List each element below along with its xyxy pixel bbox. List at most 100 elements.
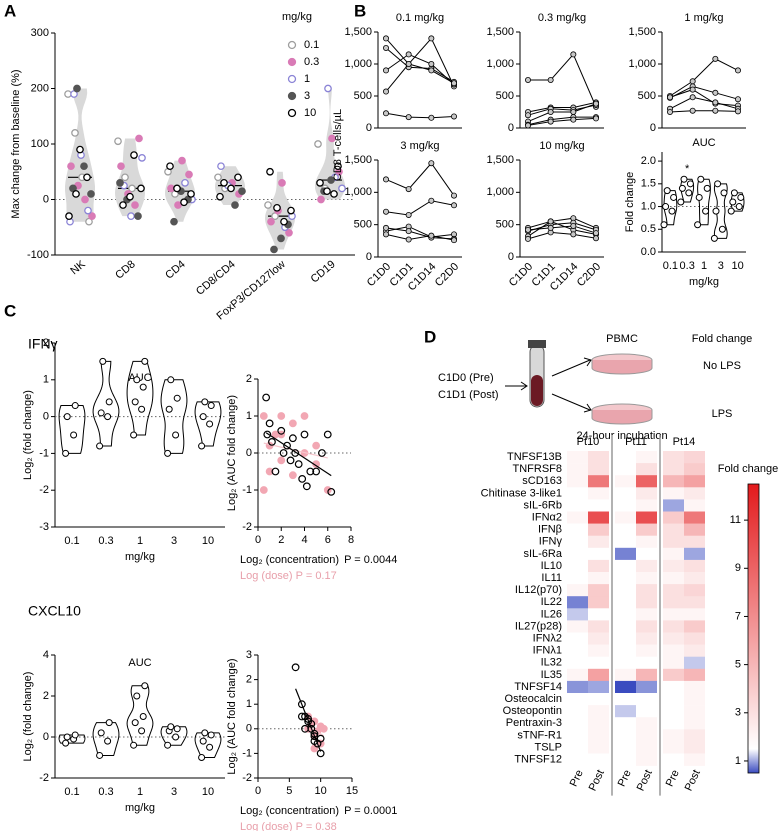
data-point — [405, 236, 412, 243]
data-point — [735, 67, 742, 74]
heatmap-cell — [663, 753, 684, 766]
data-point — [279, 449, 288, 457]
y-tick-label: 1,500 — [486, 26, 514, 38]
y-tick-label: 500 — [354, 90, 372, 102]
data-point — [270, 245, 278, 254]
data-point — [667, 109, 674, 116]
y-tick-label: 200 — [31, 82, 49, 94]
data-point — [312, 467, 321, 476]
heatmap-cell — [663, 717, 684, 730]
data-point — [133, 692, 141, 700]
heatmap-cell — [636, 511, 657, 524]
data-point — [667, 94, 674, 101]
heatmap-cell — [636, 644, 657, 657]
heatmap-cell — [615, 463, 636, 476]
data-point — [689, 86, 696, 93]
data-point — [735, 108, 742, 115]
heatmap-cell — [588, 753, 609, 766]
heatmap-cell — [636, 523, 657, 536]
data-point — [83, 173, 91, 182]
heatmap-cell — [663, 680, 684, 694]
heatmap-cell — [663, 741, 684, 754]
row-label: IFNα2 — [532, 511, 562, 523]
data-point — [72, 190, 80, 198]
data-point — [131, 398, 139, 406]
data-point — [428, 160, 435, 167]
y-tick-label: 0.0 — [641, 246, 656, 258]
violin — [115, 138, 145, 217]
series-line — [385, 200, 455, 216]
data-point — [199, 737, 207, 745]
y-tick-label: 4 — [43, 649, 49, 661]
tube-cap — [528, 340, 546, 348]
column-label: Pre — [616, 768, 634, 789]
heatmap-cell — [615, 729, 636, 742]
x-axis-label: Log₂ (concentration) — [240, 805, 339, 817]
data-point — [138, 727, 146, 735]
heatmap-cell — [615, 523, 636, 536]
data-point — [288, 434, 297, 443]
heatmap-cell — [588, 475, 609, 488]
data-point — [104, 737, 112, 745]
data-point — [267, 217, 275, 226]
data-point — [718, 225, 726, 233]
legend-marker — [287, 91, 297, 101]
data-point — [170, 217, 178, 226]
x-tick-label: CD8 — [113, 258, 138, 281]
heatmap-cell — [684, 693, 705, 706]
legend-marker — [287, 74, 297, 84]
panel-title: AUC — [128, 657, 151, 669]
y-tick-label: 0 — [43, 193, 49, 205]
series-line — [527, 217, 597, 229]
data-point — [405, 61, 412, 68]
heatmap-cell — [567, 644, 588, 657]
y-tick-label: 2 — [43, 337, 49, 349]
data-point — [172, 733, 180, 741]
heatmap-cell — [684, 729, 705, 742]
data-point — [302, 482, 311, 491]
heatmap-cell — [588, 717, 609, 730]
heatmap-cell — [636, 753, 657, 766]
data-point — [662, 203, 670, 211]
heatmap-cell — [636, 693, 657, 706]
y-tick-label: 1,000 — [628, 58, 656, 70]
x-tick-label: 15 — [346, 785, 358, 797]
heatmap-cell — [684, 523, 705, 536]
y-tick-label: 2 — [246, 373, 252, 385]
data-point — [234, 173, 242, 182]
data-point — [382, 35, 389, 42]
data-point — [277, 412, 286, 420]
panel-title: 3 mg/kg — [400, 140, 439, 152]
heatmap-cell — [636, 680, 657, 694]
data-point — [277, 426, 286, 435]
legend-marker — [287, 57, 297, 67]
x-tick-label: 3 — [171, 535, 177, 547]
x-tick-label: CD8/CD4 — [194, 258, 238, 297]
series-line — [528, 53, 597, 108]
heatmap-cell — [588, 608, 609, 621]
series-line — [527, 225, 597, 234]
row-label: Chitinase 3-like1 — [481, 487, 562, 499]
data-point — [259, 412, 268, 420]
data-point — [324, 84, 332, 93]
data-point — [165, 405, 173, 413]
data-point — [88, 212, 96, 220]
heatmap-cell — [636, 463, 657, 476]
row-label: IFNλ2 — [533, 632, 562, 644]
data-point — [81, 195, 89, 204]
heatmap-cell — [636, 487, 657, 500]
data-point — [167, 376, 175, 384]
y-tick-label: 1,000 — [344, 58, 372, 70]
data-point — [298, 475, 307, 483]
data-point — [131, 201, 139, 209]
data-point — [450, 192, 457, 199]
y-tick-label: 500 — [354, 219, 372, 231]
row-label: IL35 — [541, 669, 562, 681]
y-tick-label: 0 — [246, 447, 252, 459]
heatmap-cell — [567, 511, 588, 524]
heatmap-cell — [567, 475, 588, 488]
data-point — [164, 449, 172, 457]
heatmap-cell — [684, 632, 705, 645]
x-tick-label: 3 — [718, 260, 724, 272]
